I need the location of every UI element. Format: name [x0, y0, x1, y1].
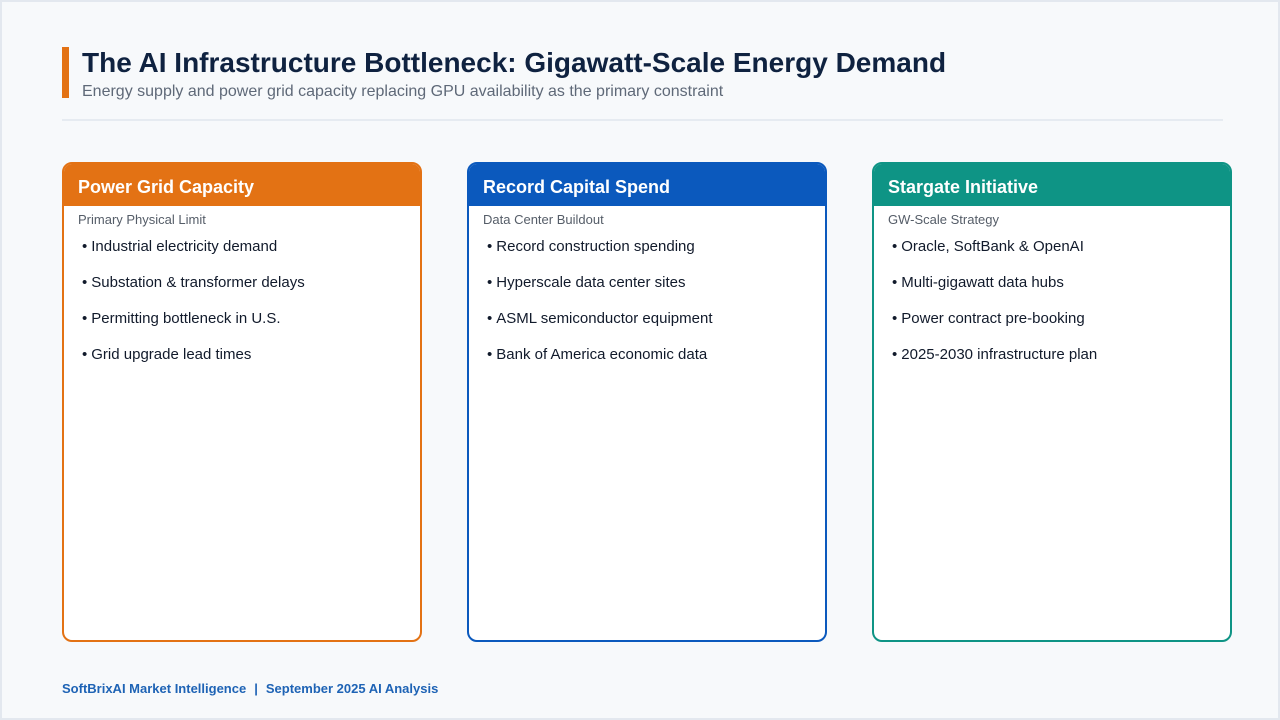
footer: SoftBrixAI Market Intelligence | September… [62, 681, 438, 697]
list-item: • Permitting bottleneck in U.S. [82, 310, 420, 328]
list-item-text: Power contract pre-booking [901, 310, 1085, 327]
bullet-icon: • [487, 346, 493, 363]
bullet-icon: • [82, 238, 88, 255]
bullet-icon: • [82, 274, 88, 291]
page-title: The AI Infrastructure Bottleneck: Gigawa… [82, 47, 947, 78]
bullet-icon: • [487, 274, 493, 291]
bullet-icon: • [82, 346, 88, 363]
list-item-text: Grid upgrade lead times [91, 346, 252, 363]
list-item: • Hyperscale data center sites [487, 274, 825, 292]
list-item-text: ASML semiconductor equipment [496, 310, 713, 327]
list-item: • Grid upgrade lead times [82, 346, 420, 364]
footer-date: September 2025 AI Analysis [265, 681, 439, 696]
list-item: • ASML semiconductor equipment [487, 310, 825, 328]
list-item: • Substation & transformer delays [82, 274, 420, 292]
list-item-text: Record construction spending [496, 238, 695, 255]
bullet-icon: • [892, 310, 898, 327]
bullet-icon: • [487, 310, 493, 327]
list-item-text: Bank of America economic data [496, 346, 708, 363]
list-item-text: 2025-2030 infrastructure plan [901, 346, 1098, 363]
page-subtitle: Energy supply and power grid capacity re… [82, 83, 724, 100]
bullet-icon: • [892, 238, 898, 255]
list-item-text: Industrial electricity demand [91, 238, 278, 255]
list-item: • Multi-gigawatt data hubs [892, 274, 1230, 292]
footer-source: SoftBrixAI Market Intelligence [62, 681, 247, 696]
list-item-text: Oracle, SoftBank & OpenAI [901, 238, 1084, 255]
list-item-text: Permitting bottleneck in U.S. [91, 310, 281, 327]
card-bullet-list: • Oracle, SoftBank & OpenAI • Multi-gigawa… [874, 238, 1230, 364]
card-subheader: GW-Scale Strategy [888, 212, 1000, 227]
list-item-text: Multi-gigawatt data hubs [901, 274, 1064, 291]
title-accent-bar [62, 47, 69, 98]
card-subheader: Primary Physical Limit [78, 212, 206, 227]
list-item-text: Hyperscale data center sites [496, 274, 686, 291]
list-item: • Industrial electricity demand [82, 238, 420, 256]
footer-separator: | [254, 681, 258, 696]
card-header: Record Capital Spend [469, 164, 825, 206]
card-bullet-list: • Record construction spending • Hyperscal… [469, 238, 825, 364]
card-header: Stargate Initiative [874, 164, 1230, 206]
list-item: • 2025-2030 infrastructure plan [892, 346, 1230, 364]
list-item: • Bank of America economic data [487, 346, 825, 364]
list-item: • Power contract pre-booking [892, 310, 1230, 328]
list-item: • Oracle, SoftBank & OpenAI [892, 238, 1230, 256]
card-stargate-initiative: Stargate Initiative GW-Scale Strategy • O… [872, 162, 1232, 642]
card-subheader: Data Center Buildout [483, 212, 604, 227]
bullet-icon: • [82, 310, 88, 327]
bullet-icon: • [487, 238, 493, 255]
card-record-capital-spend: Record Capital Spend Data Center Buildou… [467, 162, 827, 642]
bullet-icon: • [892, 274, 898, 291]
card-power-grid-capacity: Power Grid Capacity Primary Physical Lim… [62, 162, 422, 642]
list-item-text: Substation & transformer delays [91, 274, 305, 291]
list-item: • Record construction spending [487, 238, 825, 256]
card-bullet-list: • Industrial electricity demand • Substati… [64, 238, 420, 364]
bullet-icon: • [892, 346, 898, 363]
card-header: Power Grid Capacity [64, 164, 420, 206]
title-block: The AI Infrastructure Bottleneck: Gigawa… [62, 47, 1223, 121]
